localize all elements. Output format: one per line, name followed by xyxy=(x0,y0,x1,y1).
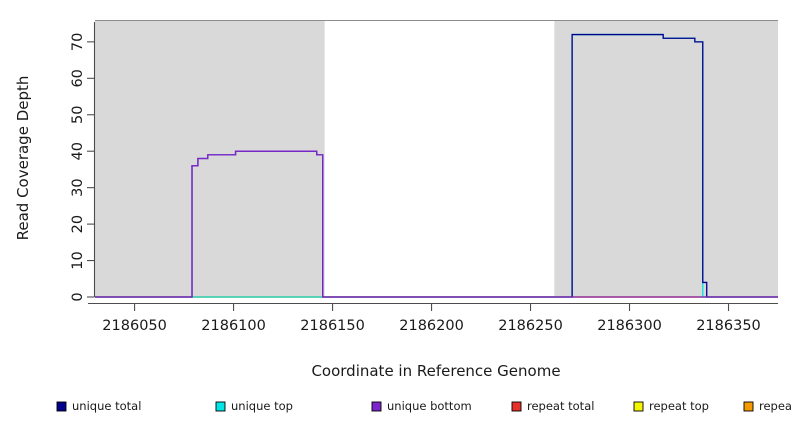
x-axis: 2186050 2186100 2186150 2186200 2186250 21863… xyxy=(88,302,778,334)
legend-label: repeat bottom xyxy=(759,399,792,413)
legend-swatch xyxy=(56,401,67,412)
data-series-group xyxy=(95,33,778,298)
x-tick-label: 2186150 xyxy=(300,318,365,334)
x-tick-label: 2186350 xyxy=(696,318,761,334)
y-tick-label: 70 xyxy=(70,33,86,51)
x-tick-label: 2186100 xyxy=(201,318,266,334)
legend-swatch xyxy=(371,401,382,412)
shaded-region-right xyxy=(554,20,778,297)
x-axis-title: Coordinate in Reference Genome xyxy=(311,362,560,380)
y-axis-title: Read Coverage Depth xyxy=(14,76,32,241)
legend-label: repeat total xyxy=(527,399,594,413)
y-tick-label: 50 xyxy=(70,106,86,124)
x-tick-label: 2186300 xyxy=(597,318,662,334)
x-tick-label: 2186050 xyxy=(102,318,167,334)
x-tick-label: 2186250 xyxy=(498,318,563,334)
series-line-unique-bottom xyxy=(95,150,778,298)
shaded-region-left xyxy=(95,20,325,297)
legend-label: unique top xyxy=(231,399,293,413)
legend-swatch xyxy=(633,401,644,412)
legend-label: unique total xyxy=(72,399,141,413)
y-tick-label: 60 xyxy=(70,69,86,87)
legend-label: unique bottom xyxy=(387,399,472,413)
legend-swatch xyxy=(511,401,522,412)
y-tick-label: 20 xyxy=(70,215,86,233)
x-tick-label: 2186200 xyxy=(399,318,464,334)
y-axis: 0 10 20 30 40 50 60 70 xyxy=(70,22,96,302)
y-tick-label: 40 xyxy=(70,142,86,160)
legend-swatch xyxy=(215,401,226,412)
shaded-regions xyxy=(95,20,778,297)
y-tick-label: 0 xyxy=(70,292,86,301)
chart-legend: unique total unique top unique bottom repea… xyxy=(56,399,792,413)
y-tick-label: 10 xyxy=(70,251,86,269)
legend-swatch xyxy=(743,401,754,412)
y-tick-label: 30 xyxy=(70,178,86,196)
legend-label: repeat top xyxy=(649,399,709,413)
